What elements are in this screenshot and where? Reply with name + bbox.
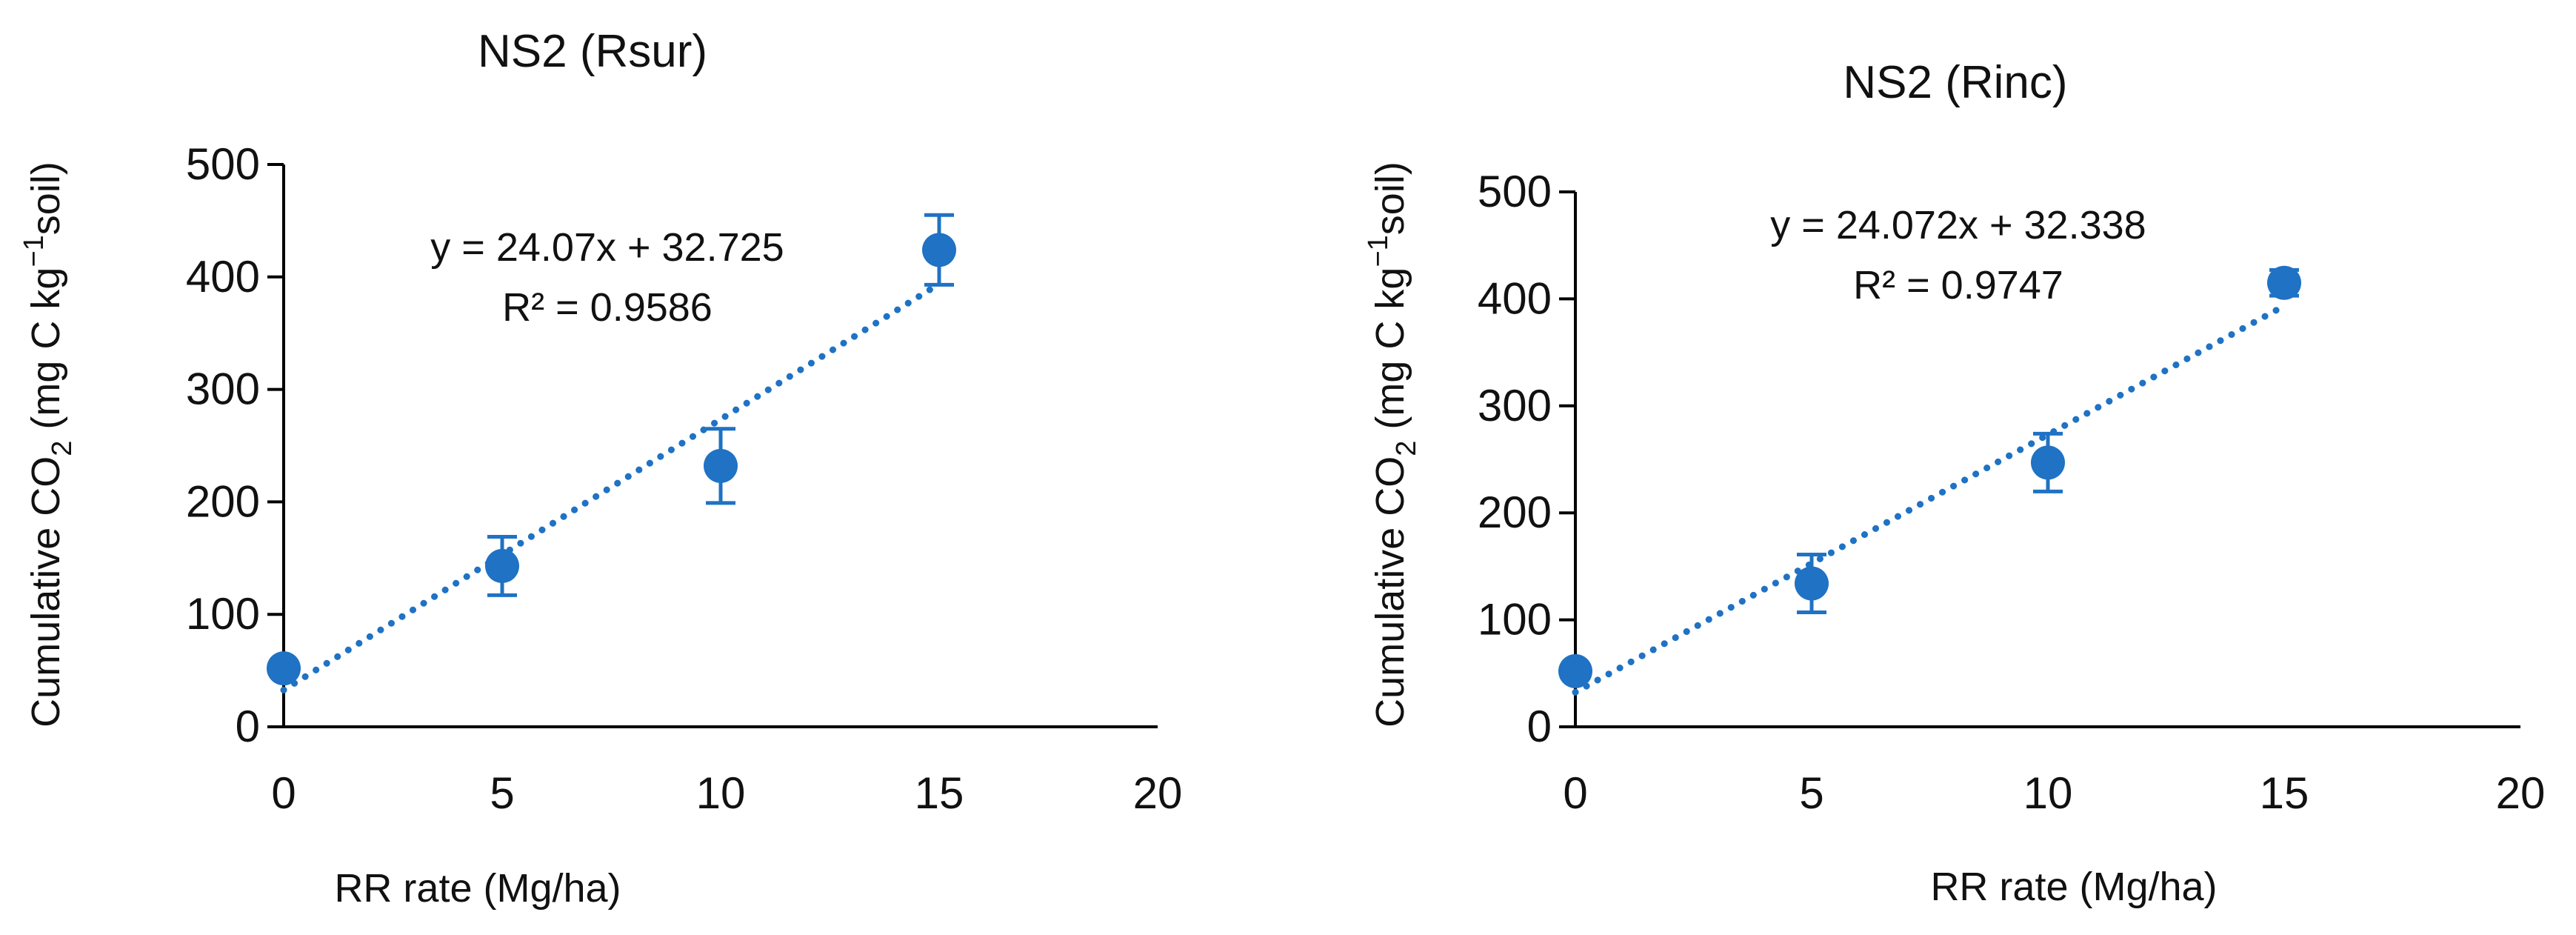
x-axis-title: RR rate (Mg/ha)	[1930, 865, 2217, 909]
trendline-equation: y = 24.07x + 32.725	[430, 225, 784, 270]
y-tick-label: 500	[186, 139, 260, 189]
y-tick-label: 500	[1478, 167, 1552, 216]
x-tick-label: 10	[2023, 768, 2073, 818]
data-point	[2031, 445, 2065, 480]
y-tick-label: 0	[236, 702, 260, 751]
y-axis-title-sub: 2	[47, 441, 78, 456]
y-tick-label: 300	[1478, 381, 1552, 430]
y-axis-title-sup: −1	[1363, 235, 1394, 267]
y-axis-title-text3: soil)	[1368, 162, 1412, 235]
data-point	[1558, 653, 1592, 688]
trendline	[1572, 302, 2288, 696]
y-axis-title-text2: (mg C kg	[1368, 267, 1412, 441]
data-point	[1795, 566, 1829, 601]
y-axis-title: Cumulative CO2 (mg C kg−1soil)	[19, 162, 78, 728]
y-tick-label: 400	[186, 252, 260, 302]
x-axis-title: RR rate (Mg/ha)	[334, 866, 621, 911]
x-tick-label: 0	[271, 768, 296, 818]
y-axis-title-text2: (mg C kg	[24, 267, 68, 441]
y-axis-title: Cumulative CO2 (mg C kg−1soil)	[1363, 162, 1422, 728]
y-axis-title-text: Cumulative CO	[1368, 456, 1412, 728]
trendline	[280, 280, 943, 693]
y-tick-label: 200	[186, 476, 260, 526]
x-tick-label: 5	[1799, 768, 1823, 818]
trendline-equation: y = 24.072x + 32.338	[1770, 203, 2146, 247]
chart-title: NS2 (Rsur)	[478, 26, 707, 77]
y-axis-title-sub: 2	[1391, 441, 1422, 456]
chart-panel-2: NS2 (Rinc) 0 100 200 300 400 500 0 5 10 15 20 RR rat…	[1363, 57, 2545, 909]
data-point	[922, 233, 956, 267]
y-tick-label: 300	[186, 365, 260, 414]
y-axis-title-text: Cumulative CO	[24, 456, 68, 728]
y-tick-label: 0	[1527, 702, 1552, 751]
x-tick-label: 20	[1133, 768, 1183, 818]
data-point	[267, 651, 301, 686]
x-tick-label: 15	[915, 768, 964, 818]
chart-panel-1: NS2 (Rsur) 0 100 200 300 400 500 0 5 10 15 20 RR rat…	[19, 26, 1182, 911]
x-tick-label: 0	[1563, 768, 1587, 818]
y-axis-title-text3: soil)	[24, 162, 68, 235]
y-axis-title-sup: −1	[19, 235, 50, 267]
y-tick-label: 100	[1478, 595, 1552, 645]
x-tick-label: 5	[490, 768, 514, 818]
data-point	[704, 448, 738, 483]
x-tick-label: 10	[696, 768, 746, 818]
trendline-r2: R² = 0.9586	[502, 285, 713, 330]
trendline-r2: R² = 0.9747	[1853, 263, 2063, 307]
y-tick-label: 400	[1478, 273, 1552, 323]
x-tick-label: 20	[2496, 768, 2546, 818]
y-tick-label: 100	[186, 589, 260, 639]
chart-title: NS2 (Rinc)	[1843, 57, 2067, 108]
y-tick-label: 200	[1478, 488, 1552, 537]
data-point	[2267, 265, 2301, 300]
x-tick-label: 15	[2260, 768, 2309, 818]
data-point	[485, 548, 519, 583]
